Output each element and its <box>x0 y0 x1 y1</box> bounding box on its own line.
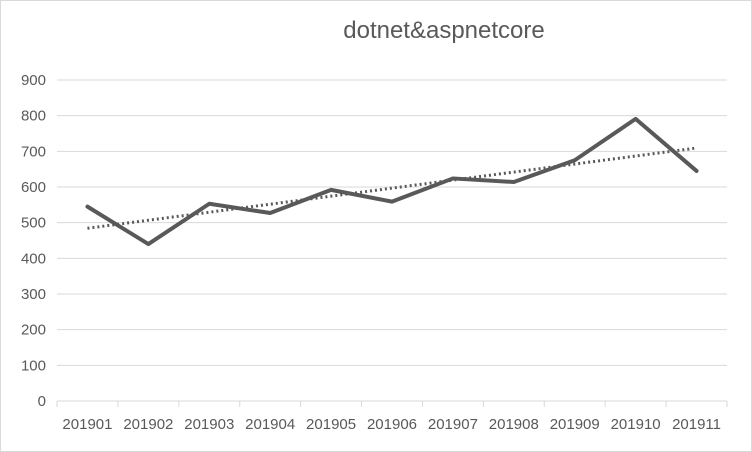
y-tick-label-400: 400 <box>21 250 46 267</box>
chart-title: dotnet&aspnetcore <box>343 17 545 44</box>
x-tick-label-201906: 201906 <box>367 416 417 433</box>
x-tick-label-201909: 201909 <box>550 416 600 433</box>
y-tick-label-800: 800 <box>21 108 46 125</box>
x-tick-label-201902: 201902 <box>123 416 173 433</box>
x-tick-label-201908: 201908 <box>489 416 539 433</box>
y-tick-label-600: 600 <box>21 179 46 196</box>
y-tick-label-100: 100 <box>21 357 46 374</box>
x-tick-label-201901: 201901 <box>62 416 112 433</box>
y-tick-label-900: 900 <box>21 72 46 89</box>
y-tick-label-200: 200 <box>21 322 46 339</box>
y-axis-tick-labels: 0 100 200 300 400 500 600 700 800 900 <box>21 72 46 410</box>
y-tick-label-300: 300 <box>21 286 46 303</box>
x-tick-label-201911: 201911 <box>672 416 721 433</box>
x-tick-label-201904: 201904 <box>245 416 295 433</box>
x-axis: 201901 201902 201903 201904 201905 201906 2019… <box>56 400 728 433</box>
y-tick-label-0: 0 <box>38 393 46 410</box>
series-line-0 <box>85 116 699 247</box>
y-tick-label-500: 500 <box>21 215 46 232</box>
x-tick-label-201907: 201907 <box>428 416 478 433</box>
x-tick-label-201905: 201905 <box>306 416 356 433</box>
y-tick-label-700: 700 <box>21 143 46 160</box>
x-tick-label-201910: 201910 <box>611 416 661 433</box>
series-lines <box>85 116 699 247</box>
trendline-group <box>87 146 697 230</box>
gridlines <box>57 79 727 366</box>
trendline <box>87 146 697 230</box>
x-tick-label-201903: 201903 <box>184 416 234 433</box>
